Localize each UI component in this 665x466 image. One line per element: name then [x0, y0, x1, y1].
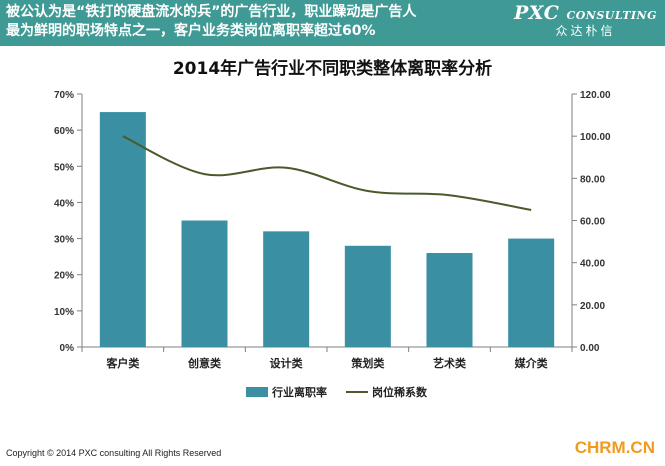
- watermark: CHRM.CN: [574, 438, 655, 457]
- y-left-tick-label: 20%: [54, 271, 74, 282]
- y-left-tick-label: 70%: [54, 90, 74, 101]
- line-series-path: [122, 135, 532, 211]
- x-tick-label: 媒介类: [514, 356, 549, 370]
- y-right-tick-label: 80.00: [580, 174, 605, 185]
- copyright-text: Copyright © 2014 PXC consulting All Righ…: [6, 448, 222, 458]
- x-tick-label: 客户类: [105, 356, 140, 370]
- brand-logo: PXC CONSULTING 众达朴信: [514, 2, 657, 39]
- y-right-tick-label: 60.00: [580, 217, 605, 228]
- y-left-tick-label: 40%: [54, 198, 74, 209]
- headline-line-2: 最为鲜明的职场特点之一，客户业务类岗位离职率超过60%: [6, 23, 376, 39]
- y-left-tick-label: 0%: [60, 343, 75, 354]
- bar-3: [263, 231, 310, 347]
- brand-logo-text: PXC: [514, 2, 560, 24]
- x-tick-label: 设计类: [270, 356, 304, 370]
- header-banner: 被公认为是“铁打的硬盘流水的兵”的广告行业，职业躁动是广告人 最为鲜明的职场特点…: [0, 0, 665, 46]
- bar-6: [508, 238, 555, 347]
- brand-logo-mark: PXC CONSULTING: [514, 2, 657, 24]
- x-tick-label: 艺术类: [433, 356, 467, 370]
- legend-label-line: 岗位稀系数: [372, 385, 428, 399]
- headline: 被公认为是“铁打的硬盘流水的兵”的广告行业，职业躁动是广告人 最为鲜明的职场特点…: [6, 3, 526, 41]
- bar-5: [426, 253, 473, 347]
- y-right-tick-label: 120.00: [580, 90, 611, 101]
- y-left-tick-label: 60%: [54, 126, 74, 137]
- legend-swatch-bar: [246, 387, 268, 397]
- x-tick-label: 创意类: [187, 356, 222, 370]
- y-left-tick-label: 50%: [54, 162, 74, 173]
- y-right-tick-label: 0.00: [580, 343, 600, 354]
- y-left-tick-label: 30%: [54, 235, 74, 246]
- chart-title: 2014年广告行业不同职类整体离职率分析: [172, 59, 493, 79]
- legend-label-bar: 行业离职率: [271, 385, 327, 399]
- headline-line-1: 被公认为是“铁打的硬盘流水的兵”的广告行业，职业躁动是广告人: [6, 4, 417, 20]
- y-right-tick-label: 20.00: [580, 301, 605, 312]
- y-right-tick-label: 100.00: [580, 132, 611, 143]
- bar-2: [181, 220, 228, 347]
- bar-4: [344, 245, 391, 347]
- brand-logo-sub: CONSULTING: [566, 9, 657, 22]
- x-tick-label: 策划类: [350, 356, 385, 370]
- y-left-tick-label: 10%: [54, 307, 74, 318]
- brand-cn-name: 众达朴信: [555, 24, 616, 38]
- bar-1: [99, 112, 146, 347]
- y-right-tick-label: 40.00: [580, 259, 605, 270]
